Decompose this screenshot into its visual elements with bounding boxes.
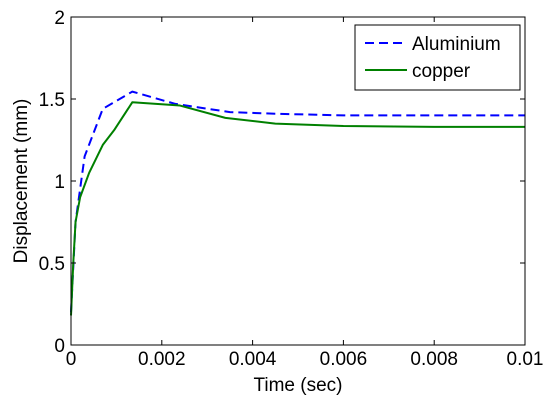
legend: Aluminium copper — [354, 24, 521, 91]
y-tick-label: 0 — [54, 336, 65, 357]
x-tick-label: 0.006 — [320, 349, 368, 370]
x-tick-labels: 0 0.002 0.004 0.006 0.008 0.01 — [66, 349, 544, 370]
y-tick-label: 0.5 — [39, 254, 65, 275]
y-tick-label: 1.5 — [39, 90, 65, 111]
legend-label-copper: copper — [412, 61, 471, 82]
x-axis-title: Time (sec) — [253, 375, 342, 396]
x-tick-label: 0.01 — [507, 349, 544, 370]
legend-label-aluminium: Aluminium — [412, 34, 501, 55]
series-line-copper — [70, 101, 525, 316]
series-layer — [70, 90, 525, 316]
y-tick-label: 2 — [54, 8, 65, 29]
series-line-aluminium — [70, 90, 525, 313]
y-tick-labels: 0 0.5 1 1.5 2 — [39, 8, 65, 357]
x-tick-label: 0.004 — [229, 349, 277, 370]
x-tick-label: 0.008 — [410, 349, 458, 370]
y-tick-label: 1 — [54, 172, 65, 193]
legend-box — [354, 24, 521, 91]
ticks-layer — [70, 16, 526, 346]
x-tick-label: 0 — [66, 349, 77, 370]
x-tick-label: 0.002 — [138, 349, 186, 370]
y-axis-title: Displacement (mm) — [11, 99, 32, 264]
